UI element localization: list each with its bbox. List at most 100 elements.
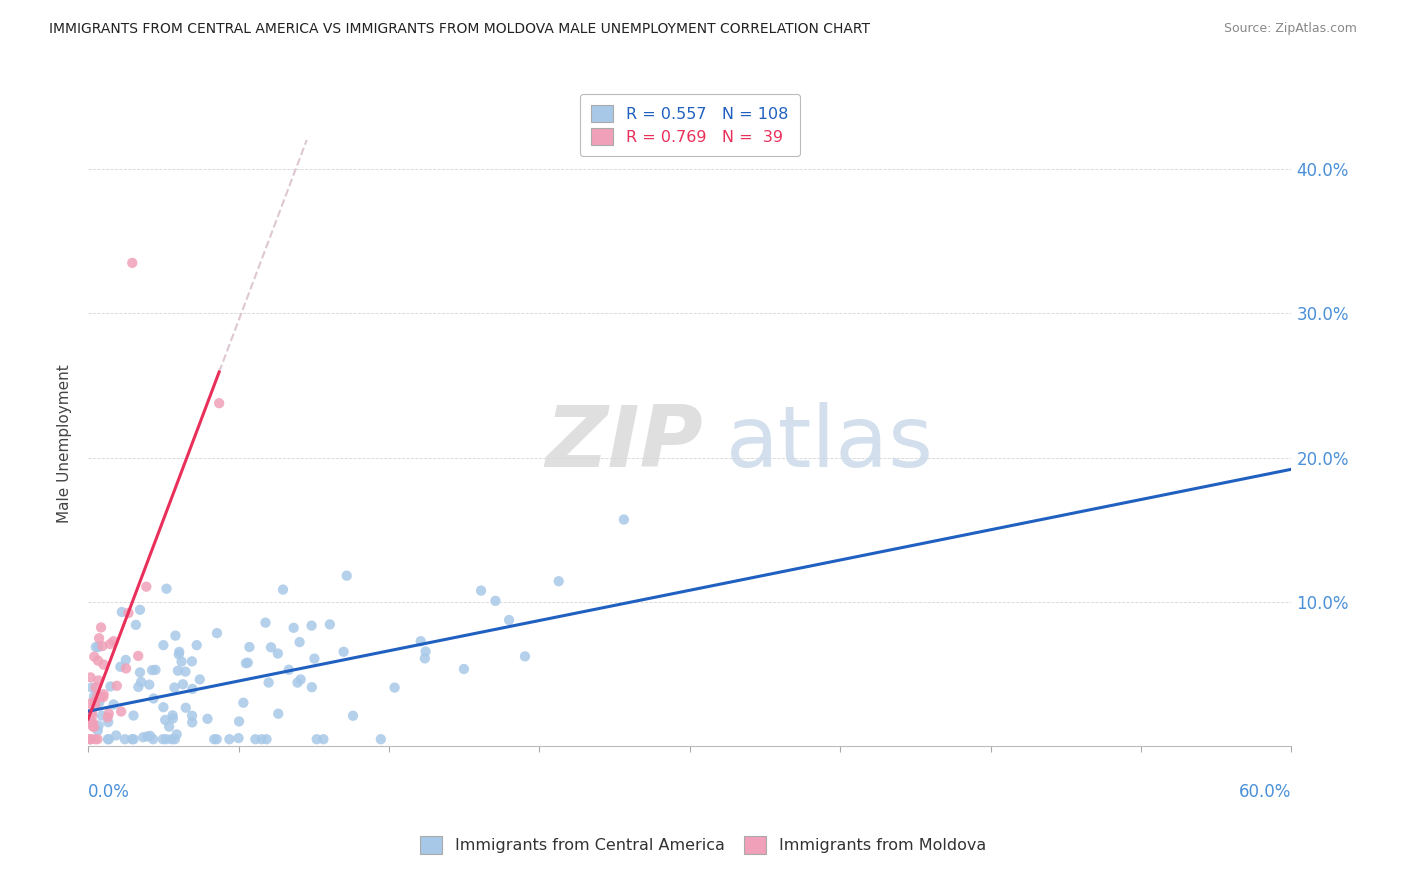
Point (290, 673, 312, 687)
Point (90, 690, 112, 704)
Point (470, 583, 492, 598)
Point (87, 673, 110, 688)
Point (103, 634, 125, 648)
Point (384, 681, 406, 695)
Point (121, 256, 143, 270)
Point (235, 657, 257, 671)
Point (409, 634, 432, 648)
Point (87, 654, 110, 668)
Point (110, 660, 132, 674)
Point (87, 632, 110, 646)
Point (301, 680, 323, 694)
Point (121, 732, 143, 747)
Text: Source: ZipAtlas.com: Source: ZipAtlas.com (1223, 22, 1357, 36)
Point (114, 732, 136, 747)
Point (228, 731, 250, 745)
Point (513, 649, 536, 664)
Point (170, 655, 193, 669)
Point (91, 639, 114, 653)
Point (89, 695, 111, 709)
Point (181, 708, 204, 723)
Point (165, 629, 187, 643)
Point (197, 712, 219, 726)
Point (91, 690, 114, 705)
Point (245, 732, 267, 747)
Point (79, 732, 101, 747)
Point (129, 665, 152, 680)
Point (236, 656, 259, 670)
Point (127, 680, 149, 694)
Point (613, 512, 636, 526)
Point (82, 719, 104, 733)
Point (301, 618, 323, 632)
Point (174, 700, 197, 714)
Point (87, 640, 110, 654)
Point (186, 638, 208, 652)
Point (80, 706, 103, 720)
Point (132, 731, 155, 745)
Point (83, 690, 105, 704)
Point (139, 729, 162, 743)
Point (129, 603, 152, 617)
Point (208, 396, 231, 410)
Point (127, 648, 149, 663)
Point (484, 594, 506, 608)
Point (332, 645, 354, 659)
Point (97, 715, 120, 730)
Text: ZIP: ZIP (546, 401, 703, 485)
Point (79, 714, 101, 729)
Point (86, 732, 108, 747)
Point (153, 713, 176, 727)
Point (205, 732, 228, 747)
Point (82, 715, 104, 730)
Point (547, 574, 569, 589)
Point (181, 681, 204, 696)
Point (342, 708, 364, 723)
Point (415, 644, 437, 658)
Point (141, 663, 163, 677)
Point (83, 720, 105, 734)
Point (84, 698, 107, 712)
Point (84, 681, 107, 695)
Point (84, 732, 107, 747)
Point (181, 715, 204, 730)
Point (129, 675, 152, 690)
Point (83, 649, 105, 664)
Point (117, 606, 139, 620)
Point (162, 708, 184, 723)
Point (105, 679, 128, 693)
Point (105, 728, 128, 742)
Point (152, 700, 174, 714)
Legend: Immigrants from Central America, Immigrants from Moldova: Immigrants from Central America, Immigra… (412, 829, 994, 862)
Point (111, 605, 134, 619)
Point (250, 732, 273, 747)
Point (97, 706, 120, 721)
Point (97, 732, 120, 747)
Point (110, 705, 132, 719)
Point (167, 645, 190, 659)
Point (97, 732, 120, 747)
Point (122, 708, 145, 723)
Point (142, 691, 165, 706)
Point (413, 651, 436, 665)
Point (142, 732, 165, 747)
Point (136, 730, 159, 744)
Point (86, 689, 108, 703)
Point (103, 698, 125, 712)
Point (188, 673, 211, 687)
Point (277, 663, 299, 677)
Point (319, 617, 342, 632)
Point (174, 665, 197, 679)
Point (157, 720, 180, 734)
Point (80, 681, 103, 695)
Point (167, 648, 190, 662)
Point (122, 732, 145, 747)
Point (163, 732, 186, 747)
Point (256, 732, 278, 747)
Point (93, 687, 115, 701)
Point (267, 706, 290, 721)
Point (166, 727, 188, 741)
Point (288, 635, 311, 649)
Point (79, 670, 101, 684)
Point (84, 640, 107, 654)
